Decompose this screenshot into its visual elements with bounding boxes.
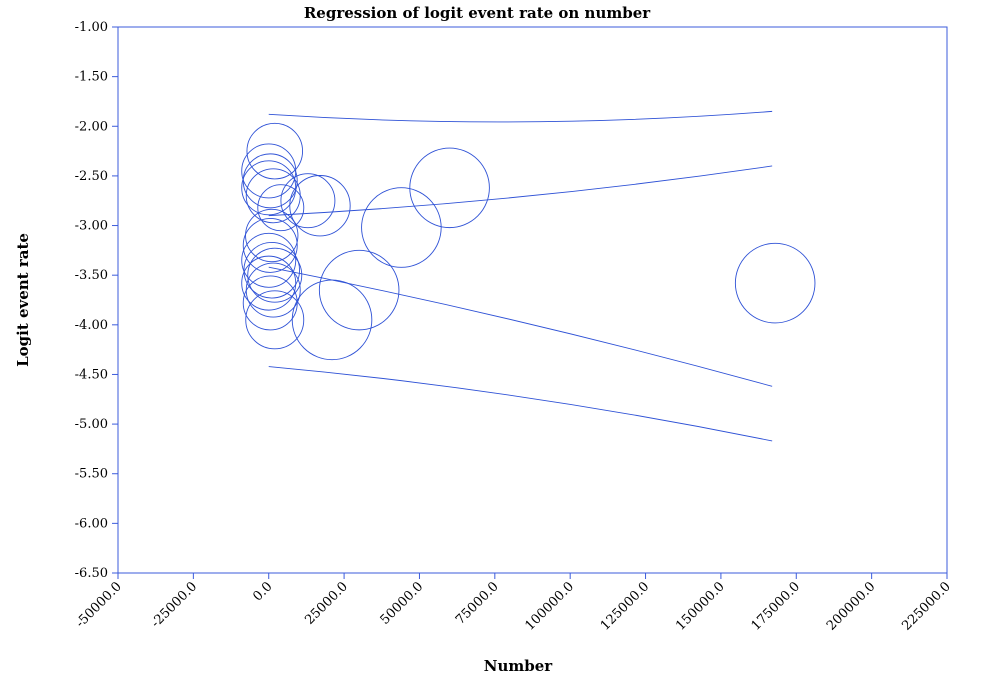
- x-tick-label: 125000.0: [598, 579, 652, 633]
- y-axis-label: Logit event rate: [14, 233, 32, 367]
- y-tick-label: -5.50: [75, 467, 108, 482]
- study-bubble: [318, 249, 400, 331]
- regression-curves: [268, 110, 773, 442]
- y-tick-label: -3.00: [75, 219, 108, 234]
- y-tick-label: -1.50: [75, 70, 108, 85]
- x-tick-label: -25000.0: [148, 579, 200, 631]
- study-bubble: [246, 122, 304, 180]
- x-tick-label: 200000.0: [824, 579, 878, 633]
- x-tick-label: 225000.0: [899, 579, 953, 633]
- y-tick-label: -2.00: [75, 119, 108, 134]
- study-bubble: [245, 262, 301, 318]
- study-bubble: [409, 147, 490, 229]
- y-tick-label: -4.50: [75, 367, 108, 382]
- study-bubbles: [241, 122, 816, 361]
- study-bubble: [241, 255, 297, 311]
- y-tick-label: -1.00: [75, 20, 108, 35]
- study-bubble: [242, 153, 298, 209]
- study-bubble: [734, 242, 816, 324]
- prediction-upper-line: [268, 110, 773, 123]
- confidence-upper-line: [268, 165, 773, 217]
- x-tick-label: 50000.0: [378, 579, 427, 628]
- prediction-lower-line: [268, 366, 773, 442]
- x-tick-label: -50000.0: [73, 579, 125, 631]
- x-tick-label: 0.0: [250, 579, 275, 604]
- study-bubble: [241, 232, 297, 288]
- x-tick-label: 75000.0: [453, 579, 502, 628]
- study-bubble: [280, 173, 336, 229]
- study-bubble: [361, 187, 442, 268]
- study-bubble: [242, 275, 298, 331]
- study-bubble: [291, 279, 373, 361]
- y-tick-label: -2.50: [75, 169, 108, 184]
- x-tick-label: 175000.0: [749, 579, 803, 633]
- study-bubble: [245, 208, 299, 263]
- x-tick-label: 150000.0: [673, 579, 727, 633]
- y-tick-label: -3.50: [75, 268, 108, 283]
- study-bubble: [243, 241, 300, 299]
- study-bubble: [245, 290, 305, 350]
- y-tick-label: -5.00: [75, 417, 108, 432]
- x-axis-label: Number: [484, 657, 554, 675]
- study-bubble: [242, 217, 298, 273]
- study-bubble: [257, 184, 305, 232]
- x-axis: -50000.0 -25000.0 0.0 25000.0 50000.0 75000.0…: [73, 573, 954, 634]
- study-bubble: [289, 175, 351, 237]
- chart-title: Regression of logit event rate on number: [304, 4, 651, 22]
- study-bubble: [241, 143, 297, 199]
- x-tick-label: 25000.0: [302, 579, 351, 628]
- x-tick-label: 100000.0: [523, 579, 577, 633]
- y-tick-label: -4.00: [75, 318, 108, 333]
- plot-frame: [117, 26, 948, 574]
- y-tick-label: -6.50: [75, 566, 108, 581]
- study-bubble: [247, 247, 303, 303]
- y-axis: -1.00 -1.50 -2.00 -2.50 -3.00 -3.50 -4.00 -4.50…: [75, 20, 118, 581]
- y-tick-label: -6.00: [75, 516, 108, 531]
- regression-line: [268, 266, 773, 387]
